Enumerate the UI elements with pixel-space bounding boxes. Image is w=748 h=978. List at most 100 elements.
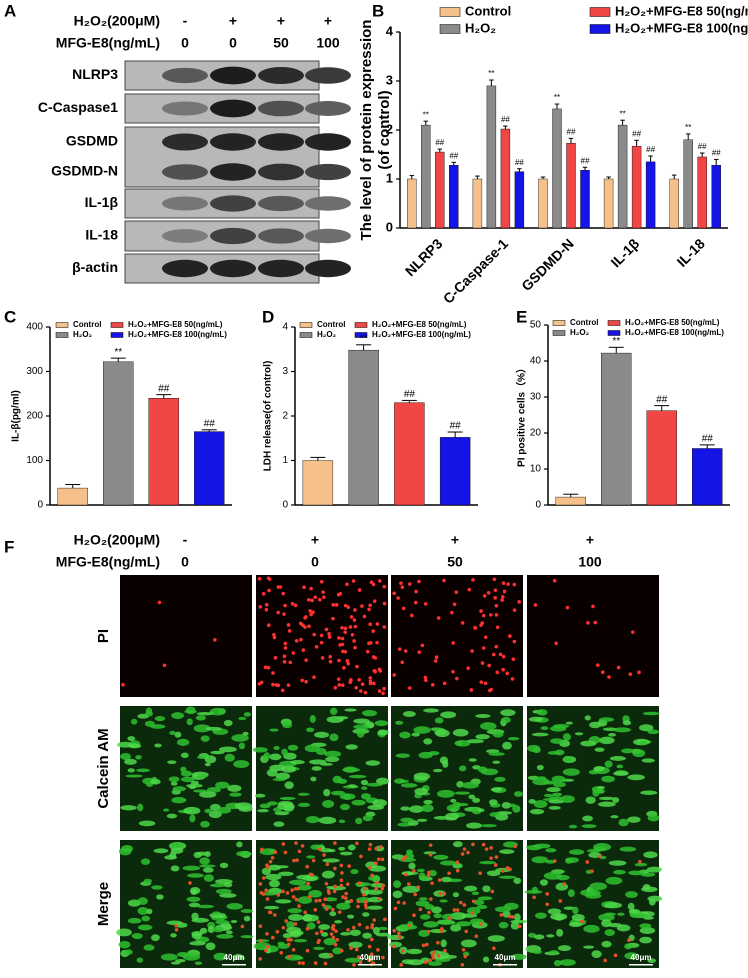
micrograph [391,575,523,697]
red-nucleus [404,872,408,877]
red-nucleus [493,596,497,600]
green-cell [402,885,420,893]
green-cell [170,865,180,872]
red-nucleus [393,906,398,911]
red-nucleus [332,889,337,894]
red-nucleus [413,600,418,605]
red-nucleus [484,847,489,851]
red-nucleus [488,688,492,693]
error-bar [699,444,715,449]
red-nucleus [491,652,496,657]
red-nucleus [287,629,292,633]
green-cell [621,748,634,754]
red-nucleus [492,946,496,951]
red-nucleus [392,928,397,933]
significance-label: ## [698,142,707,151]
legend-label: H₂O₂+MFG-E8 100(ng/mL) [128,330,227,339]
green-cell [423,708,439,713]
significance-label: ## [712,149,721,158]
green-cell [204,808,213,814]
green-cell [153,848,169,854]
green-cell [448,921,456,925]
green-cell [168,776,180,783]
red-nucleus [343,630,347,635]
micrograph [386,840,528,968]
red-nucleus [430,953,435,957]
green-cell [199,791,217,798]
red-nucleus [637,670,641,675]
red-nucleus [266,665,271,670]
band-label: IL-1β [85,194,119,210]
red-nucleus [508,914,512,919]
error-bar [503,125,508,130]
red-nucleus [585,860,590,864]
red-nucleus [506,582,510,586]
legend-swatch [299,322,313,328]
lane-label: - [183,13,188,29]
green-cell [569,849,585,855]
red-nucleus [368,622,372,627]
significance-label: ## [204,418,216,429]
red-nucleus [281,591,285,596]
red-nucleus [314,899,318,903]
green-cell [375,777,390,785]
green-cell [323,788,331,797]
green-cell [432,768,443,773]
green-cell [191,932,202,940]
green-cell [124,758,137,765]
red-nucleus [413,892,418,897]
green-cell [180,752,189,759]
micrograph [252,706,390,831]
red-nucleus [420,643,425,648]
red-nucleus [300,844,305,848]
green-cell [616,764,624,769]
green-cell [234,956,246,960]
significance-label: ** [619,109,625,118]
green-cell [584,715,591,721]
green-cell [475,713,491,718]
red-nucleus [507,867,512,871]
green-cell [296,874,314,880]
red-nucleus [337,910,342,914]
red-nucleus [459,900,463,905]
green-cell [500,709,516,717]
red-nucleus [276,683,281,688]
red-nucleus [479,922,483,926]
red-nucleus [368,865,372,870]
green-cell [548,806,561,810]
red-nucleus [565,605,570,610]
green-cell [423,851,437,855]
lane-label: + [324,13,332,29]
green-cell [191,912,199,921]
red-nucleus [434,655,439,660]
green-cell [360,793,371,800]
red-nucleus [340,625,344,630]
blot-band [162,164,208,180]
green-cell [180,776,195,783]
green-cell [542,780,557,785]
green-cell [406,948,423,955]
green-cell [531,732,549,737]
green-cell [324,897,338,902]
green-cell [350,869,359,875]
bar [194,431,225,506]
bar [697,156,707,229]
green-cell [592,788,600,797]
green-cell [446,804,460,812]
red-nucleus [344,891,348,896]
legend-label: H₂O₂+MFG-E8 50(ng/mL) [615,3,748,18]
green-cell [326,716,344,724]
green-cell [556,874,570,881]
green-cell [501,802,512,809]
lane-label: + [229,13,237,29]
red-nucleus [337,683,342,687]
red-nucleus [396,900,401,905]
red-nucleus [341,649,345,654]
green-cell [190,780,199,785]
green-cell [277,801,294,807]
red-nucleus [331,927,336,932]
red-nucleus [349,946,353,950]
red-nucleus [424,678,428,683]
green-cell [601,775,615,783]
